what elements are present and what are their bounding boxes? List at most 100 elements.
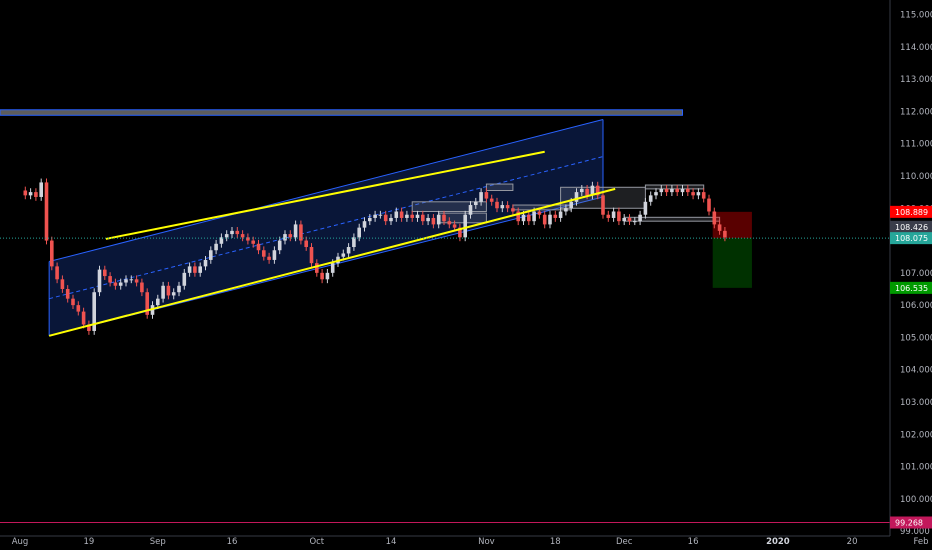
x-tick-label: 14 <box>386 537 397 547</box>
y-tick-label: 101.000 <box>900 463 932 473</box>
candle-body <box>574 192 579 202</box>
range-box <box>411 201 487 212</box>
x-tick-label: 2020 <box>766 537 790 547</box>
candle-body <box>320 272 324 280</box>
candle-body <box>664 188 669 193</box>
y-tick-label: 103.000 <box>900 398 932 408</box>
candle-body <box>569 201 573 209</box>
x-tick-label: Aug <box>12 537 29 547</box>
candle-body <box>405 214 409 218</box>
candle-body <box>627 217 632 222</box>
candle-body <box>553 214 558 218</box>
x-tick-label: 19 <box>83 537 94 547</box>
range-box <box>438 212 487 224</box>
x-tick-label: Dec <box>616 537 633 547</box>
candle-body <box>654 192 658 196</box>
candle-body <box>452 224 457 228</box>
y-tick-label: 106.000 <box>900 301 932 311</box>
y-tick-label: 112.000 <box>900 107 932 117</box>
candle-body <box>484 192 489 199</box>
x-tick-label: Sep <box>150 537 166 547</box>
x-tick-label: 18 <box>550 537 561 547</box>
range-box <box>644 184 705 190</box>
candle-body <box>436 214 441 225</box>
candle-body <box>362 221 367 228</box>
candle-body <box>611 211 616 218</box>
candle-body <box>421 214 425 222</box>
channel-fill <box>49 119 603 336</box>
candle-body <box>325 272 330 280</box>
candle-body <box>479 192 483 202</box>
candle-body <box>617 211 621 222</box>
candle-body <box>521 214 526 222</box>
candle-body <box>145 292 149 315</box>
candle-body <box>299 224 303 241</box>
candle-body <box>341 253 346 257</box>
x-tick-label: Oct <box>309 537 324 547</box>
candle-body <box>495 201 499 209</box>
candle-body <box>92 292 96 331</box>
candle-body <box>532 211 536 222</box>
candle-body <box>516 211 520 222</box>
price-tag-label: 108.889 <box>895 208 928 217</box>
candle-body <box>447 221 452 225</box>
candle-body <box>198 266 202 273</box>
candle-body <box>659 188 664 193</box>
candle-body <box>235 230 240 235</box>
candle-body <box>129 279 134 281</box>
candle-body <box>686 188 690 193</box>
short-position-tool[interactable] <box>712 211 752 288</box>
candle-body <box>262 250 266 257</box>
trendlines[interactable] <box>48 150 616 337</box>
candle-body <box>182 272 187 286</box>
regression-channel[interactable] <box>48 118 604 337</box>
candle-body <box>50 240 54 267</box>
candle-body <box>71 298 75 306</box>
candle-body <box>500 205 505 209</box>
price-tag-bg <box>890 220 932 233</box>
y-tick-label: 99.000 <box>900 527 930 537</box>
candle-body <box>410 214 414 218</box>
candle-body <box>346 247 351 254</box>
candle-body <box>140 282 144 293</box>
horizontal-lines[interactable] <box>0 237 890 524</box>
candle-body <box>60 279 65 289</box>
price-axis[interactable]: 115.000 114.000 113.000 112.000 111.000 110.0… <box>889 0 932 537</box>
x-tick-label: 16 <box>227 537 238 547</box>
take-profit-zone <box>712 238 752 288</box>
candle-body <box>558 211 563 218</box>
candle-body <box>723 230 727 238</box>
candle-body <box>108 276 112 283</box>
candle-body <box>595 185 600 196</box>
candle-body <box>415 214 420 218</box>
candle-body <box>590 185 595 196</box>
y-tick-label: 100.000 <box>900 495 932 505</box>
candle-body <box>203 259 208 267</box>
candle-body <box>219 237 224 244</box>
resistance-zone[interactable] <box>0 109 683 116</box>
channel-mid-line <box>49 156 604 300</box>
candle-body <box>65 288 70 299</box>
candle-body <box>81 311 86 325</box>
candle-body <box>34 192 38 197</box>
time-axis[interactable]: Aug19Sep16Oct14Nov18Dec16202020Feb17Mar1… <box>0 535 932 547</box>
candle-body <box>696 192 701 196</box>
candle-body <box>28 192 33 196</box>
candle-body <box>230 230 234 235</box>
candle-body <box>383 214 388 222</box>
candle-body <box>601 195 605 215</box>
price-tag-label: 106.535 <box>895 284 928 293</box>
candle-body <box>585 188 589 196</box>
candle-body <box>134 279 139 283</box>
candle-body <box>330 263 335 273</box>
candle-body <box>537 211 542 215</box>
candle-body <box>171 292 176 296</box>
price-tag-label: 108.075 <box>895 234 928 243</box>
candle-body <box>426 217 430 222</box>
candle-body <box>701 192 706 199</box>
candle-body <box>468 205 473 215</box>
candle-body <box>44 182 49 241</box>
candle-body <box>277 240 282 251</box>
candle-body <box>76 305 81 312</box>
